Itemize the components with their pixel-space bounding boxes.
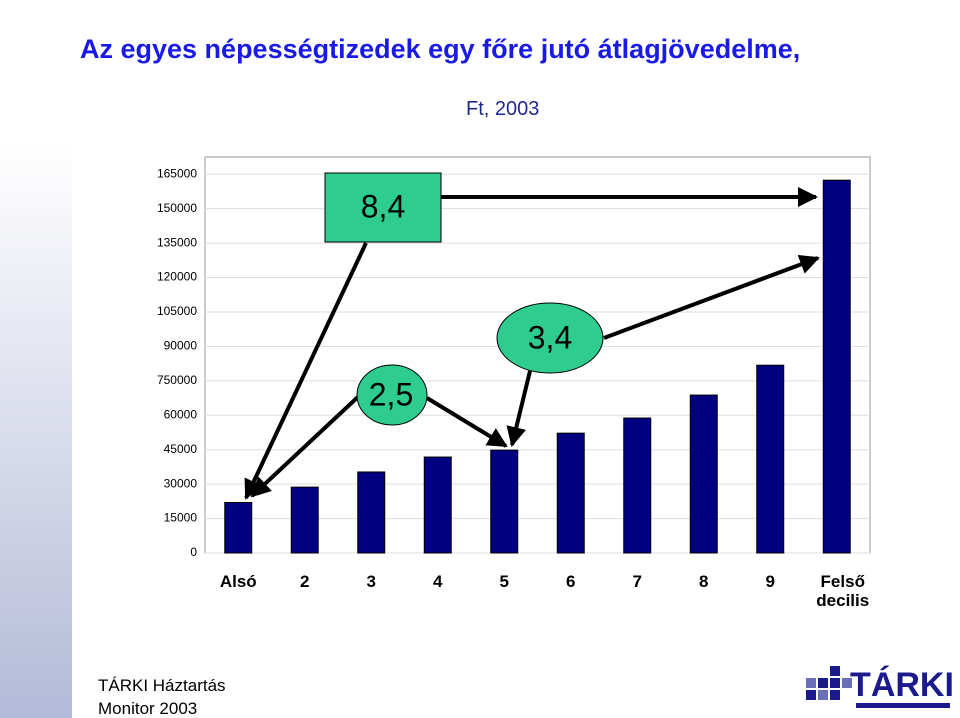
bar — [756, 364, 785, 554]
annotation: 8,4 — [361, 188, 405, 224]
y-tick-label: 165000 — [157, 166, 197, 180]
subtitle: Ft, 2003 — [466, 98, 540, 120]
footer: TÁRKI Háztartás Monitor 2003 — [98, 676, 226, 718]
y-tick-label: 30000 — [164, 476, 198, 490]
bar — [423, 456, 452, 554]
bar — [689, 394, 718, 554]
x-tick-label: Alsó — [219, 572, 257, 591]
y-tick-label: 135000 — [157, 235, 197, 249]
annotation-ellipse — [356, 364, 428, 426]
bar — [623, 417, 652, 554]
y-tick-label: 15000 — [164, 511, 198, 525]
x-tick-label: 2 — [300, 572, 310, 591]
bar — [556, 432, 585, 554]
x-tick-label: 4 — [433, 572, 443, 591]
bar — [357, 471, 386, 554]
x-tick-label: 6 — [566, 572, 576, 591]
annotation: 3,4 — [528, 319, 572, 355]
bar — [490, 449, 519, 554]
logo-icon — [806, 666, 852, 700]
arrows — [244, 187, 820, 500]
y-tick-label: 60000 — [164, 407, 198, 421]
title: Az egyes népességtizedek egy főre jutó á… — [80, 34, 801, 64]
y-tick-label: 150000 — [157, 201, 197, 215]
annotation-ellipse — [496, 302, 604, 374]
bar — [290, 486, 319, 554]
y-tick-label: 120000 — [157, 270, 197, 284]
y-tick-label: 750000 — [157, 373, 197, 387]
annotation-box — [324, 172, 442, 243]
x-tick-label: 3 — [366, 572, 376, 591]
side-gradient — [0, 0, 72, 718]
x-tick-label: 8 — [699, 572, 709, 591]
y-tick-label: 45000 — [164, 442, 198, 456]
x-tick-label: 9 — [765, 572, 775, 591]
x-tick-label: Felső decilis — [816, 572, 870, 610]
y-tick-label: 0 — [190, 545, 197, 559]
annotation: 2,5 — [369, 376, 413, 412]
x-tick-label: 7 — [632, 572, 642, 591]
y-tick-label: 90000 — [164, 339, 198, 353]
logo-text: TÁRKI — [850, 666, 954, 704]
bar — [224, 501, 253, 554]
logo-bar — [856, 703, 950, 708]
y-tick-label: 105000 — [157, 304, 197, 318]
x-tick-label: 5 — [499, 572, 509, 591]
bar — [822, 179, 851, 554]
